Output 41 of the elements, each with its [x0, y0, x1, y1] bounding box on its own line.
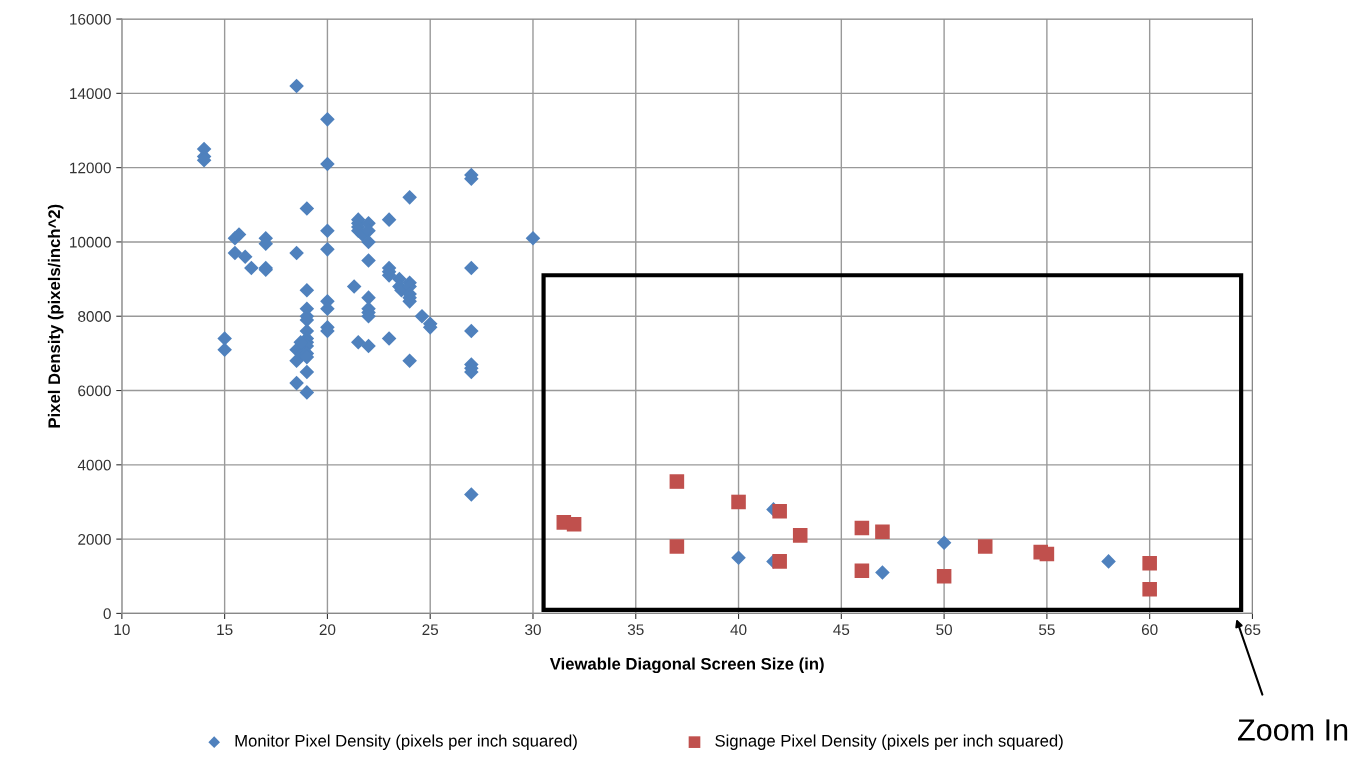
x-axis-title: Viewable Diagonal Screen Size (in): [549, 657, 824, 674]
x-tick-label: 15: [217, 624, 233, 636]
point: [772, 554, 787, 569]
legend-label: Monitor Pixel Density (pixels per inch squared): [235, 734, 577, 750]
x-tick-label: 55: [1039, 624, 1055, 636]
y-tick-label: 8000: [78, 311, 111, 322]
point: [772, 503, 787, 519]
y-tick-label: 6000: [78, 385, 111, 397]
x-tick-label: 35: [627, 624, 644, 636]
x-tick-label: 40: [730, 624, 747, 636]
point: [669, 474, 685, 489]
point: [1142, 555, 1157, 571]
point: [1142, 581, 1157, 597]
point: [936, 568, 952, 584]
x-tick-label: 10: [114, 624, 130, 636]
y-tick-label: 16000: [70, 13, 111, 25]
point: [731, 494, 746, 510]
y-tick-label: 12000: [70, 162, 111, 174]
x-tick-label: 60: [1141, 624, 1158, 636]
y-tick-label: 0: [103, 608, 111, 620]
y-tick-label: 10000: [70, 236, 111, 248]
x-tick-label: 65: [1244, 624, 1261, 636]
x-tick-label: 50: [936, 624, 953, 636]
point: [1039, 546, 1055, 562]
text: Zoom In: [1238, 719, 1348, 741]
point: [977, 539, 993, 554]
point: [669, 539, 685, 554]
y-tick-label: 2000: [78, 533, 111, 545]
point: [566, 516, 582, 532]
x-tick-label: 45: [833, 624, 850, 636]
y-tick-label: 4000: [77, 459, 111, 471]
point: [792, 528, 808, 543]
legend-label: Signage Pixel Density (pixels per inch squared): [715, 734, 1063, 750]
point: [854, 520, 870, 536]
y-tick-label: 14000: [70, 88, 111, 100]
x-tick-label: 25: [422, 624, 439, 636]
x-tick-label: 30: [525, 624, 541, 636]
point: [875, 524, 890, 539]
point: [854, 563, 870, 578]
y-axis-title: Pixel Density (pixels/inch^2): [47, 204, 64, 428]
x-tick-label: 20: [319, 624, 336, 636]
